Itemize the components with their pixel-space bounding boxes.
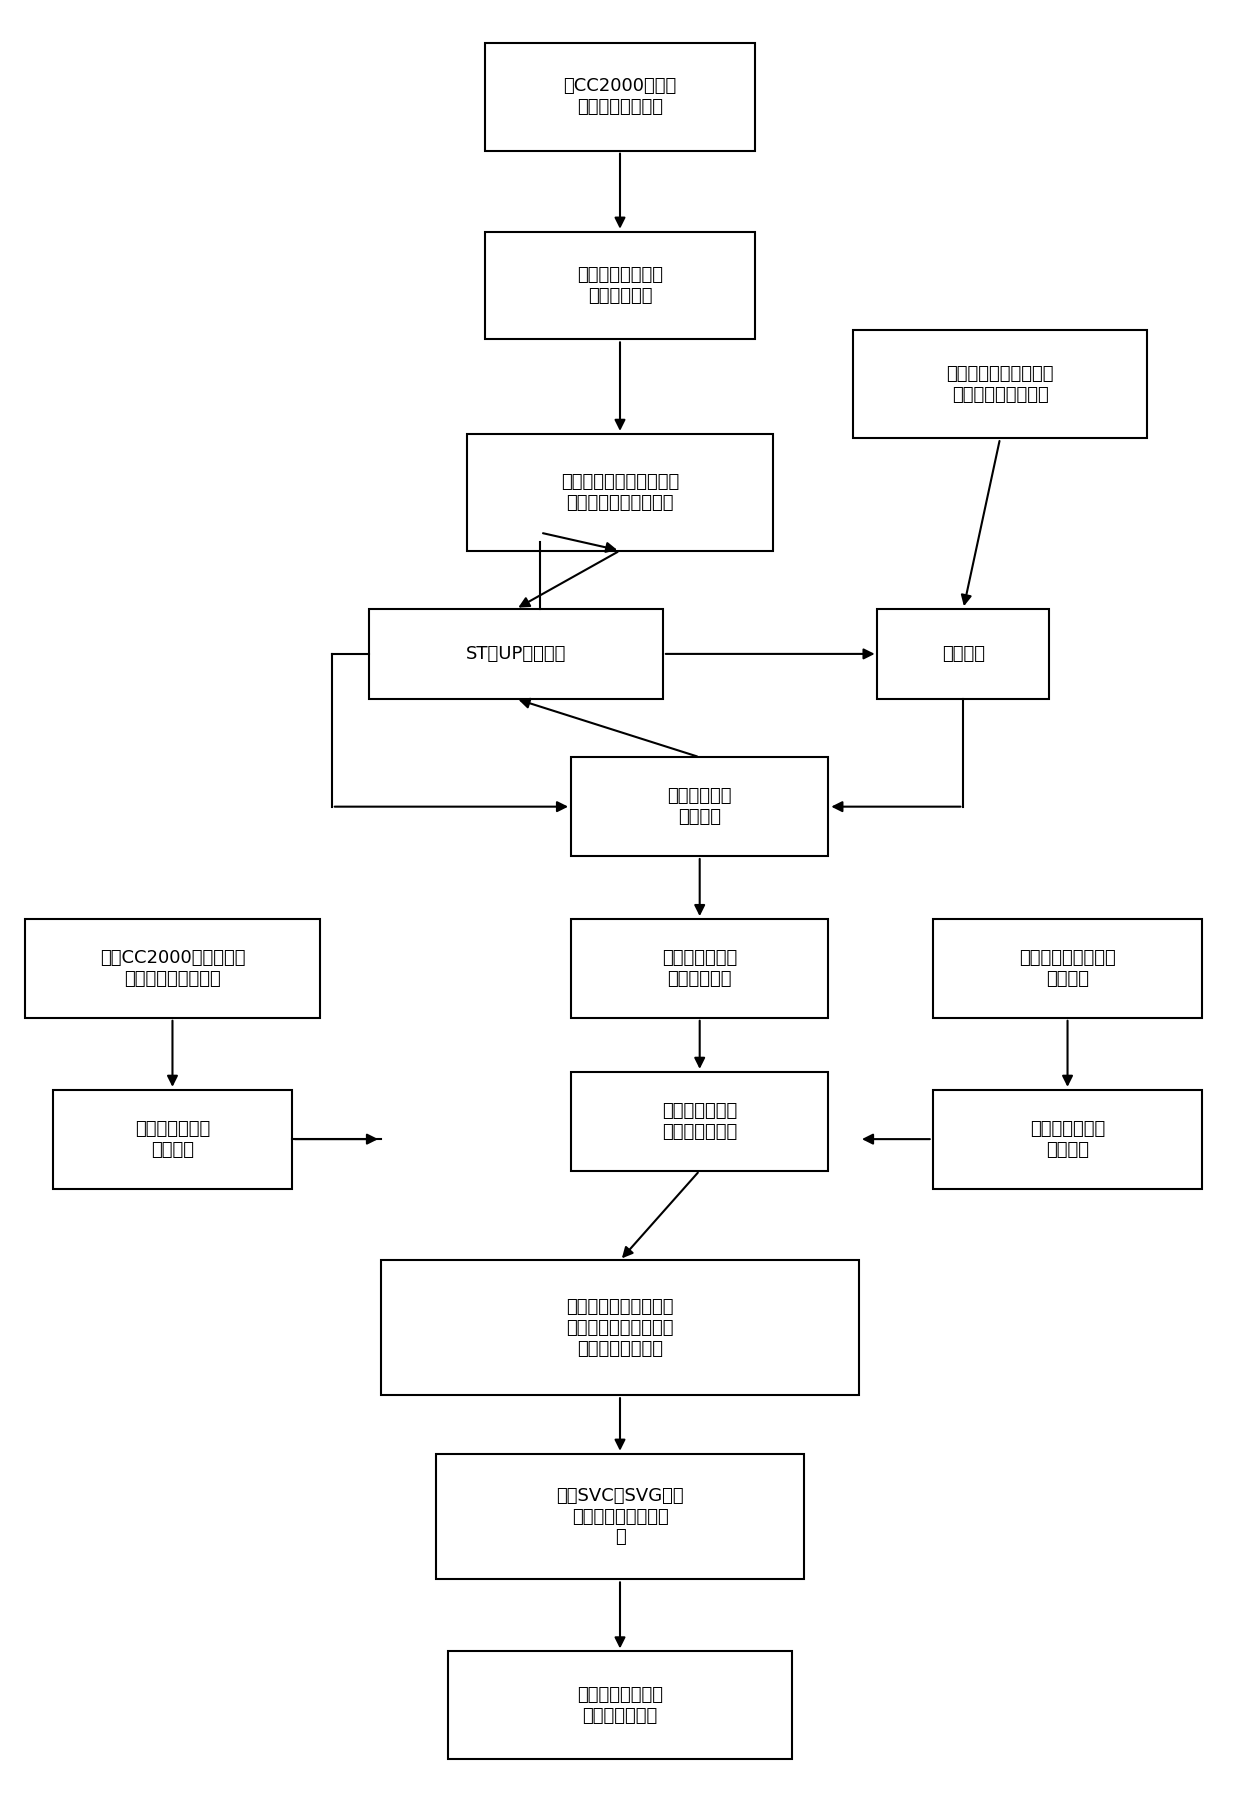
FancyBboxPatch shape bbox=[570, 1072, 828, 1170]
FancyBboxPatch shape bbox=[485, 232, 755, 339]
Text: 无功控制数据
交互模块: 无功控制数据 交互模块 bbox=[667, 788, 732, 826]
Text: 实际电网增量式多目标
动态无功控制了系统: 实际电网增量式多目标 动态无功控制了系统 bbox=[946, 366, 1054, 404]
Text: 数据刷新: 数据刷新 bbox=[942, 645, 985, 663]
FancyBboxPatch shape bbox=[53, 1090, 291, 1188]
Text: 第一层无功控制
策略模块: 第一层无功控制 策略模块 bbox=[135, 1119, 210, 1159]
FancyBboxPatch shape bbox=[449, 1652, 791, 1758]
Text: 对电网进行潮流、
暂态稳定计算: 对电网进行潮流、 暂态稳定计算 bbox=[577, 266, 663, 304]
Text: ST与UP连接通道: ST与UP连接通道 bbox=[465, 645, 565, 663]
Text: 给出最终动态无功
优化的补偿方案: 给出最终动态无功 优化的补偿方案 bbox=[577, 1686, 663, 1724]
FancyBboxPatch shape bbox=[570, 918, 828, 1018]
Text: 读取CC2000系统中负荷
电压并进行特性分析: 读取CC2000系统中负荷 电压并进行特性分析 bbox=[99, 949, 246, 987]
FancyBboxPatch shape bbox=[381, 1260, 859, 1394]
FancyBboxPatch shape bbox=[932, 1090, 1203, 1188]
Text: 在满足电网需要动态无
功补偿量的基础上融合
两层无功控制模块: 在满足电网需要动态无 功补偿量的基础上融合 两层无功控制模块 bbox=[567, 1298, 673, 1358]
FancyBboxPatch shape bbox=[25, 918, 320, 1018]
FancyBboxPatch shape bbox=[853, 330, 1147, 438]
FancyBboxPatch shape bbox=[878, 608, 1049, 699]
Text: 从CC2000系统中
实时读取电网数据: 从CC2000系统中 实时读取电网数据 bbox=[563, 78, 677, 116]
FancyBboxPatch shape bbox=[368, 608, 663, 699]
FancyBboxPatch shape bbox=[436, 1454, 804, 1579]
Text: 导入系统元件投
入及检修计划: 导入系统元件投 入及检修计划 bbox=[662, 949, 738, 987]
FancyBboxPatch shape bbox=[466, 435, 774, 551]
Text: 生成SVC、SVG补偿
方案命令下发控制接
口: 生成SVC、SVG补偿 方案命令下发控制接 口 bbox=[557, 1487, 683, 1547]
Text: 手动输入电源及负荷
节点类型: 手动输入电源及负荷 节点类型 bbox=[1019, 949, 1116, 987]
FancyBboxPatch shape bbox=[570, 757, 828, 857]
FancyBboxPatch shape bbox=[485, 43, 755, 150]
Text: 第二层无功控制
策略模块: 第二层无功控制 策略模块 bbox=[1030, 1119, 1105, 1159]
FancyBboxPatch shape bbox=[932, 918, 1203, 1018]
Text: 电网实时需要的
动态无功补偿量: 电网实时需要的 动态无功补偿量 bbox=[662, 1101, 738, 1141]
Text: 采用网架图论与运行枢组
节点筛选电压薄弱节点: 采用网架图论与运行枢组 节点筛选电压薄弱节点 bbox=[560, 473, 680, 511]
